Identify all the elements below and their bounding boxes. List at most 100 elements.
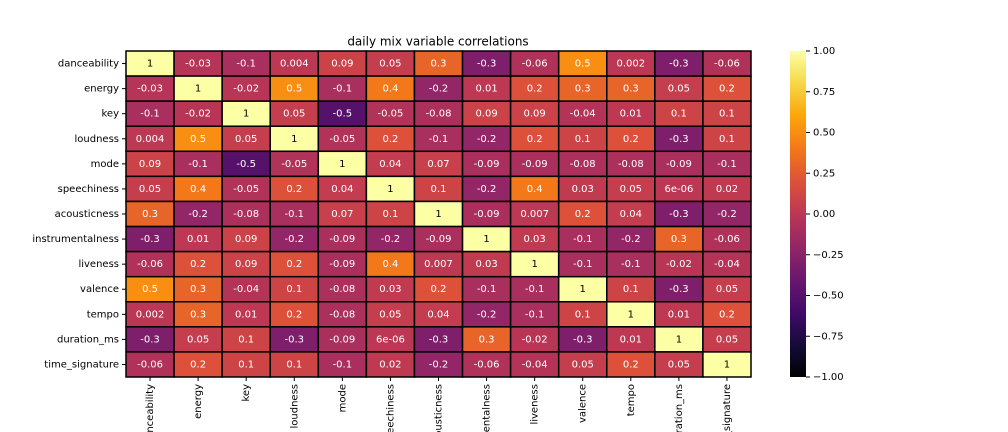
heatmap-cell	[557, 75, 608, 102]
cell-label: -0.2	[381, 234, 401, 245]
heatmap-cell	[654, 275, 704, 303]
heatmap-cell	[606, 275, 656, 303]
cell-label: 0.2	[190, 359, 206, 370]
cell-label: 0.2	[623, 134, 639, 145]
heatmap-cell	[365, 250, 416, 278]
heatmap-cell	[702, 301, 752, 328]
cell-label: -0.06	[522, 59, 548, 70]
cell-label: 0.4	[527, 184, 543, 195]
cell-label: -0.02	[233, 84, 259, 95]
cell-label: -0.1	[717, 159, 737, 170]
cell-label: -0.1	[525, 284, 545, 295]
cell-label: 0.1	[623, 284, 639, 295]
cell-label: 0.09	[475, 109, 497, 120]
cell-label: 0.1	[575, 134, 591, 145]
heatmap-cell	[269, 275, 320, 303]
cell-label: -0.1	[573, 234, 593, 245]
heatmap-cell	[654, 225, 704, 253]
heatmap-cell	[173, 175, 223, 203]
colorbar-tick-label: 0.25	[813, 168, 835, 179]
cell-label: -0.04	[522, 359, 548, 370]
cell-label: -0.3	[140, 234, 160, 245]
heatmap-cell	[413, 125, 464, 153]
heatmap-cell	[461, 175, 512, 203]
heatmap-cell	[221, 200, 271, 228]
heatmap-cell	[702, 200, 752, 228]
cell-label: 0.002	[616, 59, 645, 70]
cell-label: -0.04	[714, 259, 740, 270]
cell-label: 0.2	[527, 84, 543, 95]
cell-label: 0.2	[623, 359, 639, 370]
heatmap-cell	[509, 275, 560, 303]
cell-label: -0.04	[570, 109, 596, 120]
x-tick-label: mode	[337, 384, 348, 412]
y-tick-label: liveness	[78, 259, 119, 270]
cell-label: 0.05	[379, 59, 401, 70]
heatmap-cell	[606, 250, 656, 278]
cell-label: -0.1	[525, 309, 545, 320]
heatmap-cell	[654, 301, 704, 328]
x-tick-label: duration_ms	[674, 384, 685, 432]
cell-label: -0.05	[281, 159, 307, 170]
cell-label: -0.09	[329, 234, 355, 245]
heatmap-cell	[317, 326, 368, 353]
heatmap-cell	[173, 326, 223, 353]
cell-label: 1	[387, 184, 393, 195]
cell-label: 0.3	[190, 309, 206, 320]
cell-label: 1	[676, 334, 682, 345]
cell-label: -0.1	[333, 84, 353, 95]
cell-label: 0.3	[671, 234, 687, 245]
cell-label: -0.09	[474, 209, 500, 220]
heatmap-cell	[125, 200, 175, 228]
x-tick-label: speechiness	[385, 384, 396, 432]
cell-label: -0.3	[429, 334, 449, 345]
cell-label: 0.2	[575, 209, 591, 220]
cell-label: -0.1	[573, 259, 593, 270]
cell-label: 0.01	[668, 309, 690, 320]
cell-label: 0.1	[431, 184, 447, 195]
heatmap-cell	[269, 250, 320, 278]
cell-label: 0.3	[623, 84, 639, 95]
cell-label: 0.2	[286, 259, 302, 270]
cell-label: 0.1	[238, 359, 254, 370]
cell-label: -0.08	[329, 284, 355, 295]
cell-label: 1	[291, 134, 297, 145]
cell-label: 0.07	[427, 159, 449, 170]
cell-label: 0.4	[382, 259, 398, 270]
cell-label: 0.04	[379, 159, 401, 170]
heatmap-cell	[269, 301, 320, 328]
colorbar	[790, 51, 806, 377]
heatmap-cell	[654, 150, 704, 178]
cell-label: 0.4	[382, 84, 398, 95]
cell-label: 0.05	[572, 359, 594, 370]
cell-label: -0.2	[429, 84, 449, 95]
cell-label: 0.01	[187, 234, 209, 245]
cell-label: 0.03	[572, 184, 594, 195]
cell-label: 0.1	[382, 209, 398, 220]
cell-label: -0.1	[285, 209, 305, 220]
colorbar-tick-label: 0.75	[813, 87, 835, 98]
cell-label: 0.05	[235, 134, 257, 145]
cell-label: 1	[435, 209, 441, 220]
cell-label: -0.06	[474, 359, 500, 370]
cell-label: -0.06	[714, 234, 740, 245]
heatmap-cell	[173, 150, 223, 178]
heatmap-cell	[606, 100, 656, 127]
cell-label: 0.002	[136, 309, 165, 320]
cell-label: -0.08	[233, 209, 259, 220]
cell-label: -0.09	[426, 234, 452, 245]
cell-label: -0.1	[621, 259, 641, 270]
cell-label: 0.007	[520, 209, 549, 220]
heatmap-cell	[317, 100, 368, 127]
cell-label: 0.07	[331, 209, 353, 220]
heatmap-cell	[557, 100, 608, 127]
heatmap-cell	[125, 175, 175, 203]
cell-label: 1	[147, 59, 153, 70]
cell-label: 0.1	[719, 134, 735, 145]
cell-label: 0.01	[475, 84, 497, 95]
cell-label: -0.09	[329, 334, 355, 345]
cell-label: 0.5	[575, 59, 591, 70]
cell-label: -0.09	[329, 259, 355, 270]
